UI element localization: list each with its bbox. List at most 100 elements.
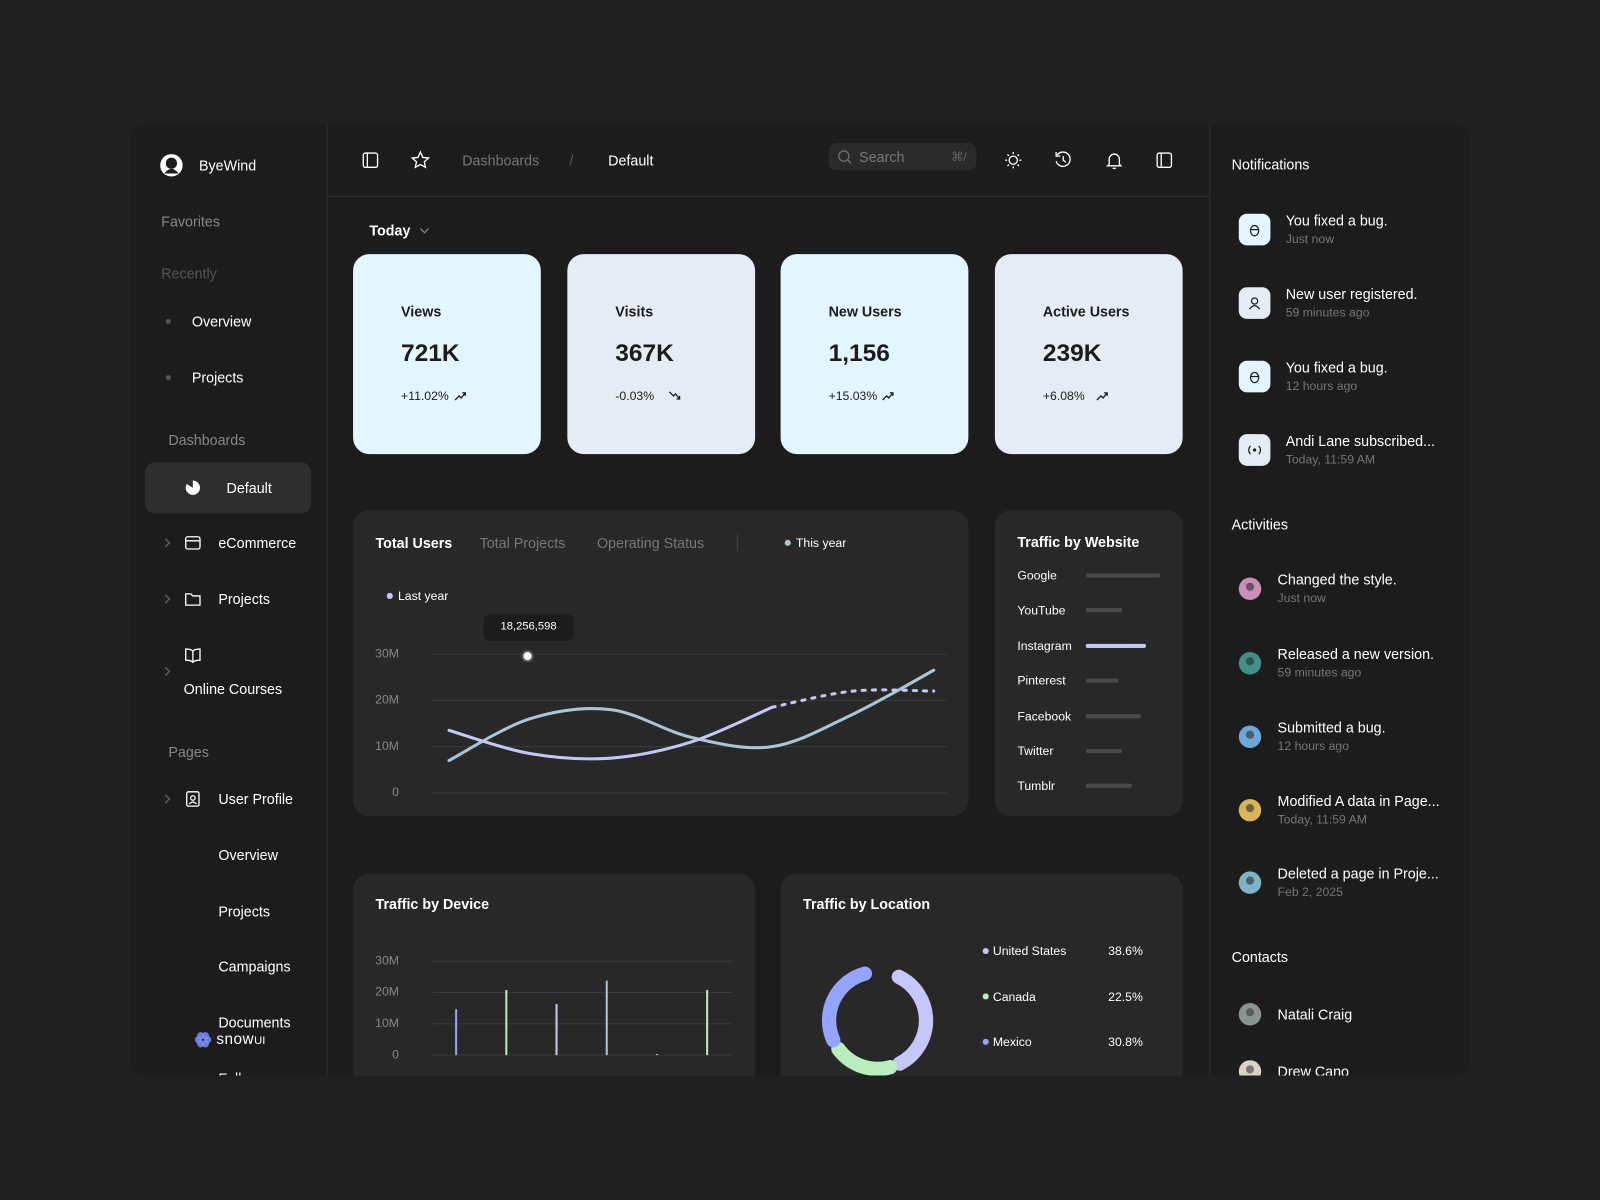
notification-icon xyxy=(1238,360,1271,393)
stat-change: +6.08% xyxy=(1042,388,1085,404)
activity-avatar xyxy=(1238,725,1262,748)
card-title: Traffic by Device xyxy=(375,895,490,913)
chart-tab[interactable]: Operating Status xyxy=(596,534,705,552)
sidebar-tab[interactable]: Recently xyxy=(161,265,217,282)
nav-item[interactable]: Overview xyxy=(218,846,278,864)
nav-item[interactable]: eCommerce xyxy=(218,534,297,552)
nav-item[interactable]: Default xyxy=(226,479,272,496)
total-users-card xyxy=(353,510,969,817)
nav-item[interactable]: Projects xyxy=(218,590,270,608)
icon xyxy=(362,152,379,169)
stat-card xyxy=(353,254,541,455)
panel-heading: Activities xyxy=(1231,516,1288,533)
category-label: Twitter xyxy=(1017,743,1054,759)
right-panel-divider xyxy=(1209,124,1211,1076)
nav-item[interactable]: Projects xyxy=(218,903,270,920)
breadcrumb: Default xyxy=(608,152,654,169)
glyph xyxy=(1248,305,1261,310)
traffic-device-card xyxy=(353,873,756,1076)
activity-text[interactable]: Changed the style. xyxy=(1277,571,1397,588)
stat-label: Visits xyxy=(615,303,654,320)
nav-item[interactable]: Followers xyxy=(218,1070,279,1075)
legend-label: Mexico xyxy=(992,1034,1032,1049)
search-shortcut: ⌘/ xyxy=(951,149,967,165)
glyph xyxy=(1252,448,1257,452)
icon xyxy=(164,594,171,604)
stat-card xyxy=(994,254,1183,455)
notification-text[interactable]: You fixed a bug. xyxy=(1285,212,1388,229)
stat-value: 1,156 xyxy=(828,339,890,368)
stat-change: +11.02% xyxy=(401,388,449,404)
activity-avatar xyxy=(1238,577,1262,600)
activity-avatar xyxy=(1245,804,1255,813)
logo-suffix: UI xyxy=(254,1034,266,1047)
theme-icon xyxy=(1007,153,1010,157)
sidebar-tab[interactable]: Favorites xyxy=(161,213,220,230)
icon xyxy=(1156,152,1173,169)
stat-card xyxy=(780,254,969,455)
icon xyxy=(164,538,171,548)
legend-label: United States xyxy=(992,943,1067,959)
nav-item[interactable]: Campaigns xyxy=(218,958,291,975)
date-filter[interactable]: Today xyxy=(369,222,411,239)
icon xyxy=(186,791,200,807)
logo-petal xyxy=(203,1036,212,1044)
history-icon xyxy=(1055,151,1071,167)
stat-label: Active Users xyxy=(1042,303,1130,320)
chart-tab[interactable]: Total Projects xyxy=(479,534,566,552)
notification-time: 59 minutes ago xyxy=(1285,305,1370,320)
theme-icon xyxy=(1007,164,1010,167)
value-label: 38.6% xyxy=(1108,943,1143,959)
notification-text[interactable]: You fixed a bug. xyxy=(1285,359,1388,376)
star-icon xyxy=(410,150,431,169)
search-box[interactable] xyxy=(828,142,977,171)
icon xyxy=(185,536,201,550)
activity-avatar xyxy=(1245,730,1255,739)
notification-time: 12 hours ago xyxy=(1285,378,1358,393)
stat-change: -0.03% xyxy=(615,388,655,404)
stat-label: Views xyxy=(401,303,442,320)
category-label: YouTube xyxy=(1017,603,1066,618)
theme-icon xyxy=(1017,164,1020,167)
contact-name[interactable]: Drew Cano xyxy=(1277,1063,1350,1076)
breadcrumb[interactable]: Dashboards xyxy=(462,152,540,169)
logo-petal xyxy=(201,1032,210,1040)
nav-item[interactable]: Documents xyxy=(218,1014,291,1031)
bullet xyxy=(165,374,171,381)
traffic-website-card xyxy=(994,510,1183,817)
contact-avatar xyxy=(1245,1065,1255,1074)
contact-avatar xyxy=(1238,1060,1262,1076)
logo-petal xyxy=(197,1040,205,1048)
icon xyxy=(164,794,171,804)
activity-avatar xyxy=(1238,871,1262,894)
search-placeholder: Search xyxy=(859,148,905,166)
logo-petal xyxy=(197,1032,205,1040)
glyph xyxy=(1249,224,1260,237)
activity-text[interactable]: Deleted a page in Proje... xyxy=(1277,865,1439,882)
legend-label: Canada xyxy=(992,989,1036,1004)
contact-name[interactable]: Natali Craig xyxy=(1277,1006,1353,1023)
activity-text[interactable]: Submitted a bug. xyxy=(1277,719,1386,736)
stat-value: 239K xyxy=(1042,339,1102,368)
nav-item[interactable]: User Profile xyxy=(218,790,294,808)
stat-value: 721K xyxy=(401,339,460,368)
notification-text[interactable]: Andi Lane subscribed... xyxy=(1285,432,1436,449)
activity-text[interactable]: Modified A data in Page... xyxy=(1277,792,1440,810)
nav-item[interactable]: Projects xyxy=(191,369,244,386)
card-title: Traffic by Website xyxy=(1017,533,1140,550)
legend-label: This year xyxy=(795,535,847,550)
activity-text[interactable]: Released a new version. xyxy=(1277,645,1434,663)
nav-item[interactable]: Online Courses xyxy=(183,680,283,697)
notification-text[interactable]: New user registered. xyxy=(1285,285,1418,303)
stat-card xyxy=(567,254,756,455)
category-label: Google xyxy=(1017,568,1057,583)
section-heading: Pages xyxy=(168,743,209,761)
brand-name[interactable]: ByeWind xyxy=(198,157,257,174)
nav-item[interactable]: Overview xyxy=(191,313,252,330)
icon xyxy=(419,228,430,234)
chart-tab[interactable]: Total Users xyxy=(375,534,453,552)
glyph xyxy=(1249,371,1260,384)
activity-avatar xyxy=(1238,652,1262,675)
activity-time: Just now xyxy=(1277,590,1326,606)
